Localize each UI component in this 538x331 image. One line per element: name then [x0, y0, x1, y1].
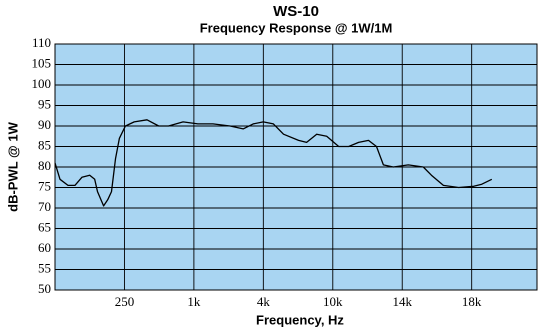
- y-tick-label: 95: [38, 96, 51, 111]
- y-tick-label: 100: [32, 76, 52, 91]
- y-tick-label: 105: [32, 55, 52, 70]
- x-tick-label: 14k: [392, 294, 412, 309]
- y-tick-label: 75: [38, 178, 51, 193]
- y-tick-label: 60: [38, 240, 51, 255]
- x-tick-label: 250: [115, 294, 135, 309]
- y-tick-label: 70: [38, 199, 51, 214]
- x-tick-label: 1k: [187, 294, 201, 309]
- y-tick-label: 110: [32, 35, 51, 50]
- y-tick-label: 55: [38, 260, 51, 275]
- y-tick-label: 50: [38, 281, 51, 296]
- chart-subtitle: Frequency Response @ 1W/1M: [200, 20, 393, 35]
- chart-title: WS-10: [273, 3, 319, 20]
- response-line: [54, 119, 493, 207]
- x-tick-label: 4k: [257, 294, 271, 309]
- x-tick-label: 18k: [462, 294, 482, 309]
- y-tick-label: 85: [38, 137, 51, 152]
- x-tick-label: 10k: [323, 294, 343, 309]
- y-tick-label: 80: [38, 158, 51, 173]
- y-tick-label: 90: [38, 117, 51, 132]
- x-axis-label: Frequency, Hz: [256, 312, 344, 327]
- y-tick-label: 65: [38, 219, 51, 234]
- y-axis-label: dB-PWL @ 1W: [5, 121, 20, 211]
